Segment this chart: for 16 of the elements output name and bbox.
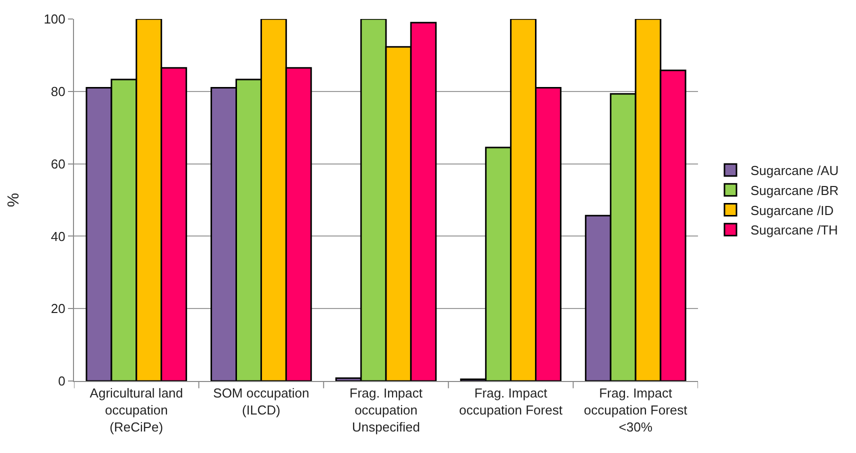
y-tick-label: 100 [44,12,66,27]
y-tick-label: 80 [50,84,66,99]
x-tick-label: Frag. Impact occupation Unspecified [350,386,423,434]
legend-label: Sugarcane /AU [750,163,839,178]
x-tick-label: Agricultural land occupation (ReCiPe) [90,386,184,434]
y-tick-label: 40 [50,228,66,244]
x-tick-label: SOM occupation (ILCD) [213,386,310,418]
x-tick-label: Frag. Impact occupation Forest [459,386,563,418]
legend-label: Sugarcane /BR [750,182,839,198]
y-tick-label: 0 [58,374,66,389]
legend-label: Sugarcane /ID [750,202,834,218]
y-axis-title: % [6,192,23,208]
y-tick-label: 20 [50,301,66,316]
y-tick-label: 60 [50,156,66,172]
legend-label: Sugarcane /TH [750,222,838,238]
x-tick-label: Frag. Impact occupation Forest <30% [584,386,688,434]
